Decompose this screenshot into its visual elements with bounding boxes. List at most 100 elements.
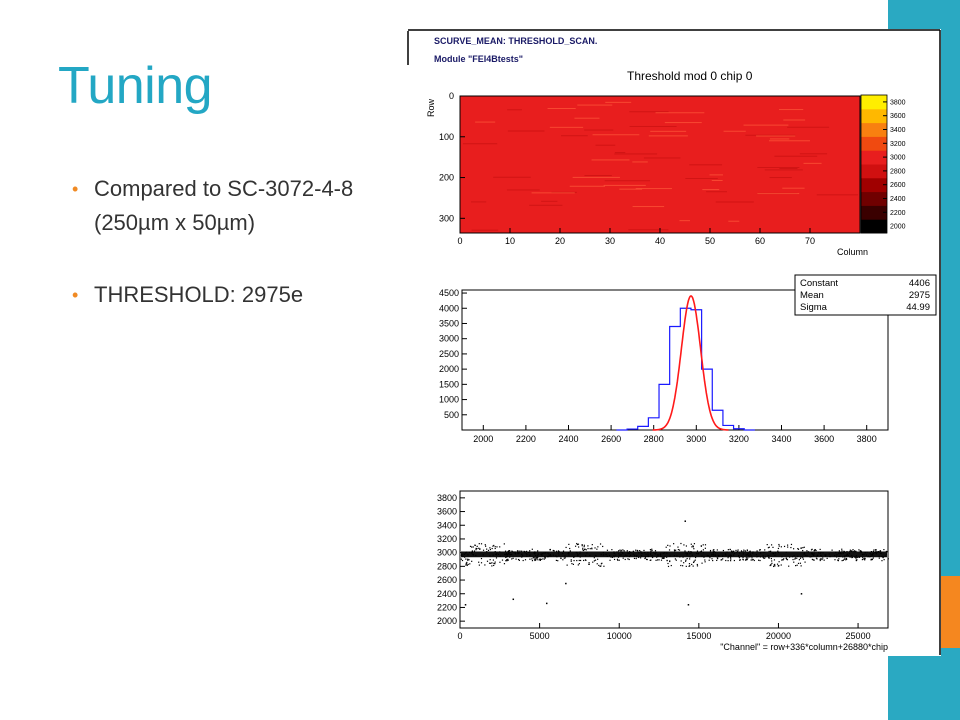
colorbar-tick-label: 3000 <box>890 155 906 162</box>
scatter-point <box>813 550 815 552</box>
scatter-point <box>820 558 822 560</box>
scatter-point <box>488 562 491 564</box>
scatter-point <box>712 551 714 554</box>
histogram-y-tick-label: 1500 <box>439 379 459 389</box>
scatter-point <box>670 564 672 567</box>
scatter-point <box>484 544 486 546</box>
histogram-y-tick-label: 3000 <box>439 334 459 344</box>
scatter-point <box>538 559 540 561</box>
scatter-point <box>503 543 505 545</box>
scatter-point <box>568 552 570 554</box>
scatter-point <box>730 555 733 557</box>
scatter-point <box>465 558 467 560</box>
heatmap-texture <box>584 175 612 177</box>
scatter-point <box>772 552 774 554</box>
scatter-point <box>818 552 820 554</box>
scatter-point <box>465 564 467 566</box>
scatter-point <box>533 556 535 558</box>
scatter-point <box>517 553 519 555</box>
scatter-point <box>585 549 587 551</box>
scatter-point <box>706 554 708 557</box>
histogram-y-tick-label: 2500 <box>439 349 459 359</box>
scatter-point <box>618 553 620 555</box>
scatter-point <box>838 552 840 554</box>
scatter-point <box>847 554 850 556</box>
scatter-point <box>599 565 601 567</box>
scatter-point <box>645 558 648 561</box>
scatter-point <box>746 553 748 556</box>
scatter-point <box>816 558 818 560</box>
scatter-point <box>843 556 846 558</box>
scatter-point <box>597 546 599 548</box>
scatter-point <box>773 559 776 561</box>
scatter-point <box>606 555 608 557</box>
scatter-point <box>806 550 808 552</box>
scatter-point <box>620 554 622 556</box>
scatter-point <box>822 557 824 559</box>
scatter-point <box>618 550 620 552</box>
scatter-point <box>569 550 571 552</box>
colorbar-tick-label: 3200 <box>890 141 906 148</box>
scatter-point <box>460 558 462 560</box>
scatter-point <box>885 553 887 555</box>
scatter-point <box>780 546 782 548</box>
scatter-point <box>796 557 798 559</box>
scatter-point <box>846 558 848 560</box>
heatmap-texture <box>689 164 723 166</box>
scatter-point <box>503 563 506 565</box>
scatter-point <box>585 559 587 562</box>
scatter-point <box>583 549 585 552</box>
scatter-point <box>786 559 789 561</box>
colorbar-segment <box>861 191 887 206</box>
scatter-point <box>537 553 539 555</box>
scatter-point <box>494 551 496 553</box>
scatter-point <box>720 559 722 561</box>
scatter-point <box>714 554 716 556</box>
scatter-point <box>824 554 826 556</box>
heatmap-texture <box>603 184 646 186</box>
scatter-point <box>764 551 766 553</box>
scatter-point <box>686 552 689 555</box>
colorbar-segment <box>861 122 887 137</box>
heatmap-texture <box>783 119 806 121</box>
scatter-point <box>680 564 682 567</box>
scatter-point <box>664 556 666 558</box>
scatter-point <box>644 551 646 553</box>
scatter-point <box>864 559 866 561</box>
scatter-point <box>491 562 493 564</box>
side-accent-block <box>941 576 960 648</box>
scatter-point <box>724 553 727 555</box>
scatter-point <box>778 565 780 567</box>
scatter-point <box>633 555 636 557</box>
scatter-x-label: "Channel" = row+336*column+26880*chip <box>720 642 888 652</box>
scatter-point <box>855 556 857 558</box>
scatter-point <box>669 555 671 557</box>
scatter-y-tick-label: 2800 <box>437 561 457 571</box>
scatter-point <box>494 561 496 563</box>
scatter-point <box>680 560 682 562</box>
scatter-point <box>783 545 786 548</box>
scatter-point <box>846 554 848 557</box>
scatter-point <box>684 560 687 562</box>
scatter-point <box>540 558 542 561</box>
heatmap-x-tick-label: 30 <box>605 236 615 246</box>
scatter-point <box>725 559 727 562</box>
scatter-point <box>651 555 653 557</box>
scatter-point <box>799 562 802 564</box>
scatter-point <box>574 545 577 547</box>
scatter-point <box>606 549 609 551</box>
colorbar-tick-label: 2400 <box>890 196 906 203</box>
scatter-point <box>878 551 881 553</box>
scatter-point <box>610 556 612 558</box>
scatter-frame <box>459 490 889 629</box>
scatter-point <box>487 549 490 552</box>
scatter-point <box>628 552 630 554</box>
heatmap-x-tick-label: 20 <box>555 236 565 246</box>
scatter-point <box>802 557 804 559</box>
scatter-point <box>471 546 473 548</box>
scatter-point <box>733 550 735 552</box>
scatter-point <box>495 557 498 559</box>
heatmap-texture <box>507 130 545 132</box>
scatter-point <box>744 559 747 561</box>
scatter-point <box>480 557 483 560</box>
